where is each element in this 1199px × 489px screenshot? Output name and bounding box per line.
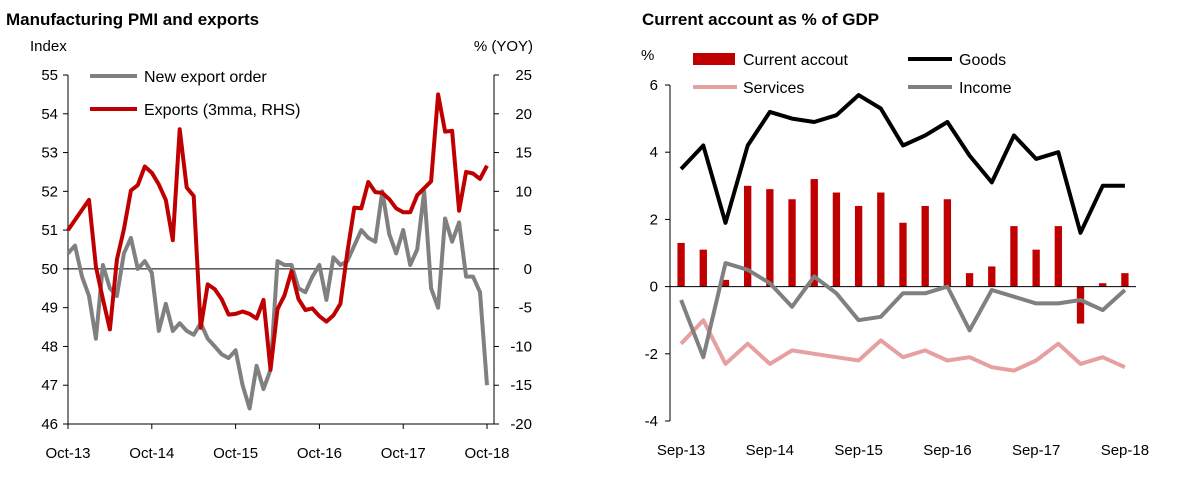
- current-account-bar: [744, 185, 752, 287]
- current-account-bar: [1010, 226, 1018, 287]
- right-y-tick-label: 10: [515, 183, 532, 200]
- left-x-tick-label: Oct-14: [129, 445, 174, 462]
- legend-label-new-export-order: New export order: [144, 69, 267, 86]
- left-y-tick-label: 50: [41, 261, 58, 278]
- current-account-bar: [943, 199, 952, 287]
- left-x-tick-label: Oct-17: [381, 445, 426, 462]
- current-account-bar: [921, 205, 929, 287]
- left-y-tick-label: 49: [41, 300, 58, 317]
- ca-y-axis-label: %: [641, 47, 654, 64]
- current-account-bar: [877, 192, 885, 287]
- current-account-bar: [1076, 286, 1085, 324]
- right-y-tick-label: 5: [524, 222, 532, 239]
- current-account-bar: [699, 249, 707, 287]
- right-y-tick-label: 15: [515, 145, 532, 162]
- current-account-bar: [721, 279, 730, 287]
- right-y-tick-label: 25: [515, 67, 532, 84]
- left-x-tick-label: Oct-16: [297, 445, 342, 462]
- right-y-axis-label: % (YOY): [474, 38, 533, 55]
- ca-y-tick-label: 4: [650, 144, 658, 161]
- current-account-bar: [766, 189, 774, 287]
- ca-y-tick-label: -2: [645, 346, 658, 363]
- ca-x-tick-label: Sep-14: [746, 442, 794, 459]
- legend-label-exports: Exports (3mma, RHS): [144, 102, 300, 119]
- current-account-bar: [677, 242, 685, 287]
- ca-x-tick-label: Sep-16: [923, 442, 971, 459]
- left-x-tick-label: Oct-15: [213, 445, 258, 462]
- right-y-tick-label: -5: [519, 300, 532, 317]
- exports-line: [66, 92, 489, 372]
- ca-y-tick-label: -4: [645, 413, 658, 430]
- left-y-tick-label: 55: [41, 67, 58, 84]
- left-y-tick-label: 46: [41, 416, 58, 433]
- current-account-bar: [1032, 249, 1040, 287]
- left-y-axis-label: Index: [30, 38, 67, 55]
- ca-x-tick-label: Sep-18: [1101, 442, 1149, 459]
- legend-label-services: Services: [743, 80, 804, 97]
- legend-label-income: Income: [959, 80, 1012, 97]
- ca-x-tick-label: Sep-15: [834, 442, 882, 459]
- right-y-tick-label: -10: [510, 338, 532, 355]
- right-y-tick-label: -15: [510, 377, 532, 394]
- ca-y-tick-label: 2: [650, 211, 658, 228]
- current-account-bar: [899, 222, 907, 287]
- legend-label-goods: Goods: [959, 52, 1006, 69]
- current-account-bar: [832, 192, 841, 287]
- current-account-bar: [1121, 273, 1129, 287]
- ca-y-tick-label: 0: [650, 279, 658, 296]
- right-y-tick-label: 0: [524, 261, 532, 278]
- left-chart-title: Manufacturing PMI and exports: [6, 10, 259, 29]
- goods-line: [679, 93, 1125, 235]
- left-y-tick-label: 52: [41, 183, 58, 200]
- left-y-tick-label: 48: [41, 338, 58, 355]
- current-account-bar: [810, 179, 818, 287]
- left-x-tick-label: Oct-18: [465, 445, 510, 462]
- right-y-tick-label: -20: [510, 416, 532, 433]
- services-line: [679, 318, 1126, 373]
- legend-swatch-current-account: [693, 53, 735, 65]
- left-y-tick-label: 53: [41, 145, 58, 162]
- ca-x-tick-label: Sep-13: [657, 442, 705, 459]
- new-export-order-line: [66, 189, 489, 411]
- current-account-bar: [854, 205, 863, 287]
- current-account-bar: [788, 199, 796, 287]
- legend-label-current-account: Current accout: [743, 52, 848, 69]
- left-y-tick-label: 47: [41, 377, 58, 394]
- current-account-bar: [1054, 226, 1062, 287]
- right-y-tick-label: 20: [515, 106, 532, 123]
- ca-x-tick-label: Sep-17: [1012, 442, 1060, 459]
- current-account-bar: [965, 273, 974, 287]
- left-y-tick-label: 51: [41, 222, 58, 239]
- income-line: [679, 261, 1127, 360]
- right-chart-title: Current account as % of GDP: [642, 10, 879, 29]
- current-account-bar: [988, 266, 996, 287]
- left-x-tick-label: Oct-13: [45, 445, 90, 462]
- current-account-bar: [1099, 283, 1107, 287]
- left-y-tick-label: 54: [41, 106, 58, 123]
- ca-y-tick-label: 6: [650, 77, 658, 94]
